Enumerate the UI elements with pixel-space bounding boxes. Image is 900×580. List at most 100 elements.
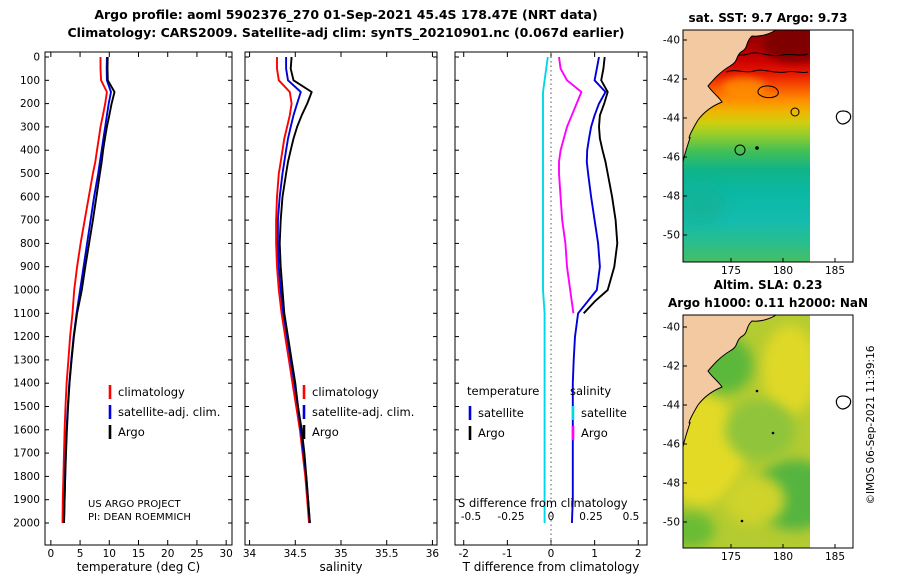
- legend-label: satellite: [478, 406, 524, 420]
- t-difference-axis-label: T difference from climatology: [462, 560, 640, 574]
- depth-tick-label: 600: [20, 191, 40, 203]
- sst-contour-loop: [790, 107, 800, 117]
- sla-mid-blob: [725, 400, 795, 460]
- s-tick-label: -0.5: [461, 511, 482, 523]
- sla-contour-speck: [755, 389, 759, 393]
- sst-map: [682, 29, 854, 263]
- lat-tick-label: -42: [663, 361, 680, 373]
- lat-tick-label: -42: [663, 74, 680, 86]
- x-tick-label: 36: [426, 548, 440, 560]
- lat-tick-label: -44: [663, 113, 680, 125]
- sst-contour-line: [725, 69, 809, 74]
- depth-tick-label: 200: [20, 98, 40, 110]
- series-line-argo: [63, 56, 116, 524]
- depth-tick-label: 1000: [13, 285, 40, 297]
- x-tick-label: 0: [548, 548, 555, 560]
- depth-tick-label: 500: [20, 168, 40, 180]
- legend-label: climatology: [312, 385, 379, 399]
- lat-tick-label: -48: [663, 191, 680, 203]
- legend-label: satellite-adj. clim.: [312, 405, 414, 419]
- x-tick-label: 35.5: [375, 548, 398, 560]
- depth-tick-label: 1700: [13, 448, 40, 460]
- figure-subtitle: Climatology: CARS2009. Satellite-adj cli…: [67, 25, 624, 41]
- lon-tick-label: 175: [721, 265, 741, 277]
- panel-salinity: 34 34.5 35 35.5 36 salinity climatology satelli…: [243, 52, 440, 574]
- sla-contour-speck: [740, 519, 744, 523]
- sla-map-frame: [682, 314, 854, 549]
- sla-map: [682, 314, 854, 549]
- sla-map-axes: 175 180 185 -40 -42 -44 -46 -48 -50: [663, 322, 845, 564]
- sla-mid-blob: [725, 475, 785, 525]
- legend-label: satellite-adj. clim.: [118, 405, 220, 419]
- depth-tick-label: 400: [20, 145, 40, 157]
- sla-map-title-line2: Argo h1000: 0.11 h2000: NaN: [668, 296, 868, 310]
- lat-tick-label: -40: [663, 35, 680, 47]
- sla-map-title-line1: Altim. SLA: 0.23: [714, 278, 823, 292]
- sla-contour-speck: [771, 431, 775, 435]
- legend-label: Argo: [118, 425, 145, 439]
- sst-map-frame: [682, 29, 854, 263]
- x-tick-label: 10: [103, 548, 116, 560]
- depth-tick-label: 0: [33, 52, 40, 64]
- sla-field: [683, 315, 810, 548]
- s-tick-label: 0.25: [579, 511, 602, 523]
- depth-tick-label: 1900: [13, 494, 40, 506]
- x-tick-label: -1: [502, 548, 512, 560]
- lon-tick-label: 185: [825, 265, 845, 277]
- x-tick-label: 0: [48, 548, 55, 560]
- panel-difference: -2 -1 0 1 2T difference from climatology S di…: [455, 52, 647, 574]
- panel-temperature: 0100200300400500600700800900100011001200…: [13, 52, 233, 575]
- x-tick-label: 1: [591, 548, 598, 560]
- salinity-panel-frame: [244, 51, 438, 546]
- s-tick-label: 0: [548, 511, 555, 523]
- x-tick-label: 2: [635, 548, 642, 560]
- series-line-temperature-satellite: [570, 56, 607, 524]
- sst-orange-blob: [722, 77, 766, 99]
- depth-tick-label: 1500: [13, 401, 40, 413]
- lat-tick-label: -50: [663, 230, 680, 242]
- depth-tick-label: 100: [20, 75, 40, 87]
- sst-cool-blob: [683, 185, 726, 225]
- s-tick-label: -0.25: [497, 511, 524, 523]
- depth-tick-label: 700: [20, 215, 40, 227]
- sla-low-blob: [683, 512, 715, 548]
- temperature-axis-label: temperature (deg C): [77, 560, 200, 574]
- project-note-line1: US ARGO PROJECT: [88, 499, 182, 510]
- depth-tick-label: 2000: [13, 518, 40, 530]
- chatham-island-outline: [835, 395, 852, 410]
- new-zealand-land: [683, 30, 777, 163]
- lon-tick-label: 180: [773, 551, 793, 563]
- project-note-line2: PI: DEAN ROEMMICH: [88, 512, 191, 523]
- x-tick-label: 34: [243, 548, 257, 560]
- x-tick-label: 5: [77, 548, 84, 560]
- depth-tick-label: 800: [20, 238, 40, 250]
- sla-high-blob: [762, 325, 810, 415]
- series-line-argo: [278, 56, 313, 524]
- lat-tick-label: -40: [663, 322, 680, 334]
- series-line-salinity-argo: [558, 56, 583, 314]
- x-tick-label: 25: [190, 548, 203, 560]
- x-tick-label: 34.5: [284, 548, 307, 560]
- legend-label: Argo: [478, 426, 505, 440]
- x-tick-label: 15: [132, 548, 145, 560]
- legend-label: climatology: [118, 385, 185, 399]
- lat-tick-label: -46: [663, 152, 680, 164]
- lon-tick-label: 180: [773, 265, 793, 277]
- chatham-island-outline: [835, 110, 852, 125]
- salinity-axis-label: salinity: [319, 560, 362, 574]
- x-tick-label: 30: [219, 548, 232, 560]
- legend-header-temperature: temperature: [467, 384, 539, 398]
- sst-map-axes: 175 180 185 -40 -42 -44 -46 -48 -50: [663, 35, 845, 278]
- depth-tick-label: 1100: [13, 308, 40, 320]
- sst-field: [683, 30, 810, 262]
- depth-tick-label: 1800: [13, 471, 40, 483]
- lat-tick-label: -48: [663, 478, 680, 490]
- legend-label: Argo: [581, 426, 608, 440]
- depth-tick-label: 1300: [13, 354, 40, 366]
- lon-tick-label: 185: [825, 551, 845, 563]
- argo-position-marker: [755, 146, 759, 150]
- x-tick-label: -2: [458, 548, 468, 560]
- lat-tick-label: -50: [663, 517, 680, 529]
